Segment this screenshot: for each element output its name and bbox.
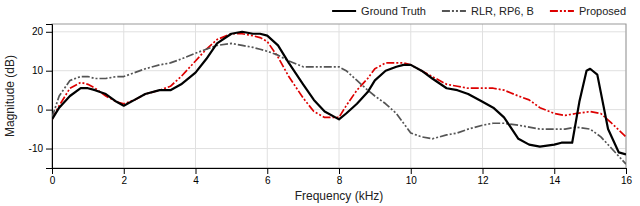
grid-line-x <box>123 24 124 168</box>
x-tick-mark <box>483 168 484 174</box>
x-tick-mark <box>411 168 412 174</box>
y-tick: 10 <box>32 65 52 76</box>
legend-item: RLR, RP6, B <box>442 5 534 17</box>
x-axis-line <box>53 169 627 175</box>
legend: Ground Truth RLR, RP6, B Proposed <box>332 5 626 17</box>
y-axis-title: Magnitude (dB) <box>3 55 17 137</box>
x-tick-mark <box>124 168 125 174</box>
legend-label: RLR, RP6, B <box>471 5 534 17</box>
plot-frame <box>52 24 626 168</box>
x-tick: 14 <box>549 168 561 186</box>
x-tick-label: 12 <box>477 175 489 186</box>
y-tick: 20 <box>32 26 52 37</box>
grid-line-x <box>195 24 196 168</box>
y-tick: 0 <box>37 104 52 115</box>
x-tick: 2 <box>121 168 127 186</box>
grid-line-x <box>554 24 555 168</box>
x-tick-mark <box>267 168 268 174</box>
x-tick: 0 <box>50 168 56 186</box>
x-axis-title: Frequency (kHz) <box>295 189 384 203</box>
y-tick-label: 10 <box>32 65 44 76</box>
x-tick: 6 <box>265 168 271 186</box>
y-tick-mark <box>46 32 52 33</box>
x-tick: 12 <box>477 168 489 186</box>
series-line <box>52 34 626 137</box>
x-tick: 16 <box>621 168 633 186</box>
x-tick-label: 10 <box>406 175 418 186</box>
x-tick-mark <box>626 168 627 174</box>
x-tick-mark <box>554 168 555 174</box>
legend-swatch <box>332 10 356 12</box>
x-tick: 8 <box>337 168 343 186</box>
grid-line-x <box>339 24 340 168</box>
chart: 0 2 4 6 8 10 12 14 16 -10 0 10 20 Frequency (kHz) Magn… <box>0 0 640 206</box>
series-line <box>52 32 626 155</box>
y-axis: -10 0 10 20 <box>29 25 53 169</box>
x-tick: 10 <box>406 168 418 186</box>
x-tick-label: 0 <box>50 175 56 186</box>
legend-item: Ground Truth <box>332 5 426 17</box>
x-tick-label: 2 <box>121 175 127 186</box>
y-tick-label: -10 <box>29 143 44 154</box>
grid-line-y <box>52 31 626 32</box>
x-tick-label: 8 <box>337 175 343 186</box>
plot: 0 2 4 6 8 10 12 14 16 -10 0 10 20 <box>29 24 633 186</box>
x-axis: 0 2 4 6 8 10 12 14 16 <box>50 168 633 186</box>
x-tick-label: 16 <box>621 175 633 186</box>
lines <box>52 32 626 164</box>
y-tick-label: 20 <box>32 26 44 37</box>
legend-label: Proposed <box>579 5 626 17</box>
legend-label: Ground Truth <box>361 5 426 17</box>
grid-line-y <box>52 109 626 110</box>
grid-line-x <box>410 24 411 168</box>
x-tick-label: 6 <box>265 175 271 186</box>
x-tick-label: 4 <box>193 175 199 186</box>
y-tick-mark <box>46 110 52 111</box>
y-tick: -10 <box>29 143 52 154</box>
legend-item: Proposed <box>550 5 626 17</box>
y-tick-label: 0 <box>37 104 43 115</box>
legend-swatch <box>442 10 466 12</box>
x-tick-mark <box>339 168 340 174</box>
x-tick-mark <box>196 168 197 174</box>
grid-line-y <box>52 148 626 149</box>
y-axis-line <box>46 25 53 169</box>
legend-swatch <box>550 10 574 12</box>
y-tick-mark <box>46 149 52 150</box>
grid <box>52 24 626 168</box>
grid-line-x <box>267 24 268 168</box>
x-tick: 4 <box>193 168 199 186</box>
grid-line-x <box>482 24 483 168</box>
y-tick-mark <box>46 71 52 72</box>
x-tick-label: 14 <box>549 175 561 186</box>
